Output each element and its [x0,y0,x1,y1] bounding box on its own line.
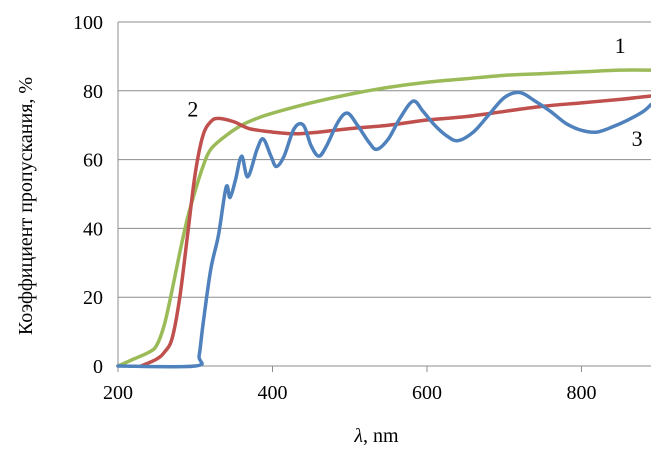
x-tick-label: 600 [412,382,442,404]
series-line-2 [139,94,651,368]
y-tick-label: 80 [83,81,103,103]
y-tick-label: 60 [83,150,103,172]
x-axis-unit: , nm [363,425,399,447]
series-label-1: 1 [615,33,626,58]
y-tick-label: 0 [93,356,103,378]
x-tick-label: 200 [103,382,133,404]
x-axis-symbol: λ [353,425,363,447]
series-label-3: 3 [632,126,643,151]
y-axis-title: Коэффициент пропускания, % [15,77,37,335]
y-tick-label: 20 [83,287,103,309]
y-tick-label: 100 [73,12,103,34]
series-label-2: 2 [187,97,198,122]
x-tick-label: 800 [566,382,596,404]
x-axis-title: λ, nm [353,425,399,447]
y-tick-label: 40 [83,218,103,240]
x-tick-label: 400 [257,382,287,404]
series-line-3 [116,90,651,369]
